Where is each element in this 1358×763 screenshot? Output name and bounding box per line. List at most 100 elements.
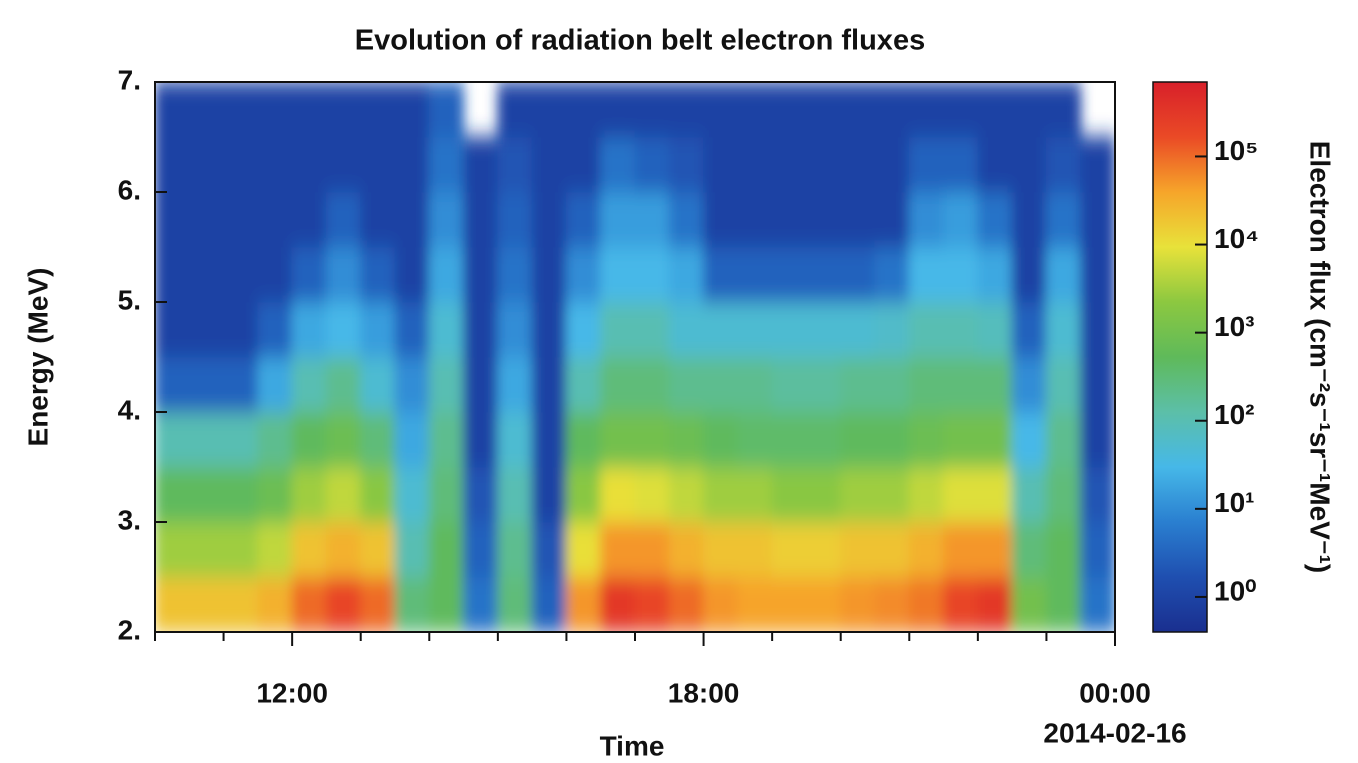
heat-cell <box>531 82 567 138</box>
heat-cell <box>908 136 945 193</box>
heatmap-cells <box>155 82 1115 632</box>
heat-cell <box>531 411 567 468</box>
heat-cell <box>155 576 190 632</box>
heat-cell <box>737 466 773 523</box>
heat-cell <box>291 521 327 578</box>
heat-cell <box>771 301 807 358</box>
heat-cell <box>155 246 190 303</box>
heat-cell <box>428 191 465 248</box>
heat-cell <box>394 576 430 632</box>
heat-cell <box>325 191 362 248</box>
heat-cell <box>223 356 259 413</box>
heat-cell <box>805 191 842 248</box>
heat-cell <box>188 191 225 248</box>
heat-cell <box>565 466 602 523</box>
heat-cell <box>291 301 327 358</box>
heat-cell <box>840 191 876 248</box>
heat-cell <box>840 576 876 632</box>
heat-cell <box>874 521 910 578</box>
colorbar-tick-label: 10⁴ <box>1214 223 1259 254</box>
heat-cell <box>977 301 1013 358</box>
heatmap <box>155 82 1115 632</box>
heat-cell <box>668 82 705 138</box>
heat-cell <box>977 82 1013 138</box>
heat-cell <box>908 466 945 523</box>
heat-cell <box>223 301 259 358</box>
heat-cell <box>737 301 773 358</box>
heat-cell <box>600 301 636 358</box>
heat-cell <box>463 301 499 358</box>
heat-cell <box>1011 466 1047 523</box>
heat-cell <box>805 356 842 413</box>
heat-cell <box>188 246 225 303</box>
heat-cell <box>463 136 499 193</box>
heat-cell <box>531 576 567 632</box>
heat-cell <box>428 356 465 413</box>
heat-cell <box>1045 136 1082 193</box>
heat-cell <box>634 576 670 632</box>
heat-cell <box>394 136 430 193</box>
heat-cell <box>155 356 190 413</box>
heat-cell <box>668 191 705 248</box>
heat-cell <box>188 356 225 413</box>
x-tick-label: 00:00 <box>1079 677 1151 708</box>
heat-cell <box>223 411 259 468</box>
heat-cell <box>1080 576 1115 632</box>
heat-cell <box>497 82 533 138</box>
heat-cell <box>360 356 396 413</box>
heat-cell <box>943 136 979 193</box>
heat-cell <box>155 411 190 468</box>
colorbar-tick-label: 10⁰ <box>1214 575 1256 606</box>
heat-cell <box>257 466 293 523</box>
heat-cell <box>977 136 1013 193</box>
heat-cell <box>1045 246 1082 303</box>
y-tick-label: 5. <box>118 284 141 315</box>
heat-cell <box>394 191 430 248</box>
heat-cell <box>703 246 739 303</box>
heat-cell <box>943 191 979 248</box>
x-tick-sublabel: 2014-02-16 <box>1043 717 1186 748</box>
y-axis-label: Energy (MeV) <box>22 268 53 447</box>
heat-cell <box>600 136 636 193</box>
heat-cell <box>565 136 602 193</box>
heat-cell <box>943 82 979 138</box>
heat-cell <box>840 521 876 578</box>
heat-cell <box>668 521 705 578</box>
heat-cell <box>668 301 705 358</box>
heat-cell <box>223 191 259 248</box>
heat-cell <box>463 411 499 468</box>
heat-cell <box>668 411 705 468</box>
colorbar-label: Electron flux (cm⁻²s⁻¹sr⁻¹MeV⁻¹) <box>1305 141 1336 574</box>
x-axis-label: Time <box>600 730 665 761</box>
heat-cell <box>360 411 396 468</box>
heat-cell <box>155 301 190 358</box>
heat-cell <box>634 136 670 193</box>
heat-cell <box>737 246 773 303</box>
heat-cell <box>223 521 259 578</box>
heat-cell <box>874 576 910 632</box>
heat-cell <box>291 82 327 138</box>
heat-cell <box>600 82 636 138</box>
heat-cell <box>291 466 327 523</box>
heat-cell <box>1080 301 1115 358</box>
heat-cell <box>565 301 602 358</box>
heat-cell <box>291 191 327 248</box>
heat-cell <box>771 576 807 632</box>
heat-cell <box>874 82 910 138</box>
colorbar-tick-label: 10⁵ <box>1214 135 1258 166</box>
heat-cell <box>531 521 567 578</box>
heat-cell <box>325 576 362 632</box>
heat-cell <box>703 411 739 468</box>
heat-cell <box>805 246 842 303</box>
heat-cell <box>565 576 602 632</box>
heat-cell <box>874 246 910 303</box>
heat-cell <box>463 466 499 523</box>
heat-cell <box>1045 466 1082 523</box>
heat-cell <box>360 82 396 138</box>
heat-cell <box>565 411 602 468</box>
heat-cell <box>463 191 499 248</box>
colorbar <box>1152 81 1208 633</box>
y-tick-label: 6. <box>118 174 141 205</box>
heat-cell <box>188 136 225 193</box>
heat-cell <box>805 82 842 138</box>
